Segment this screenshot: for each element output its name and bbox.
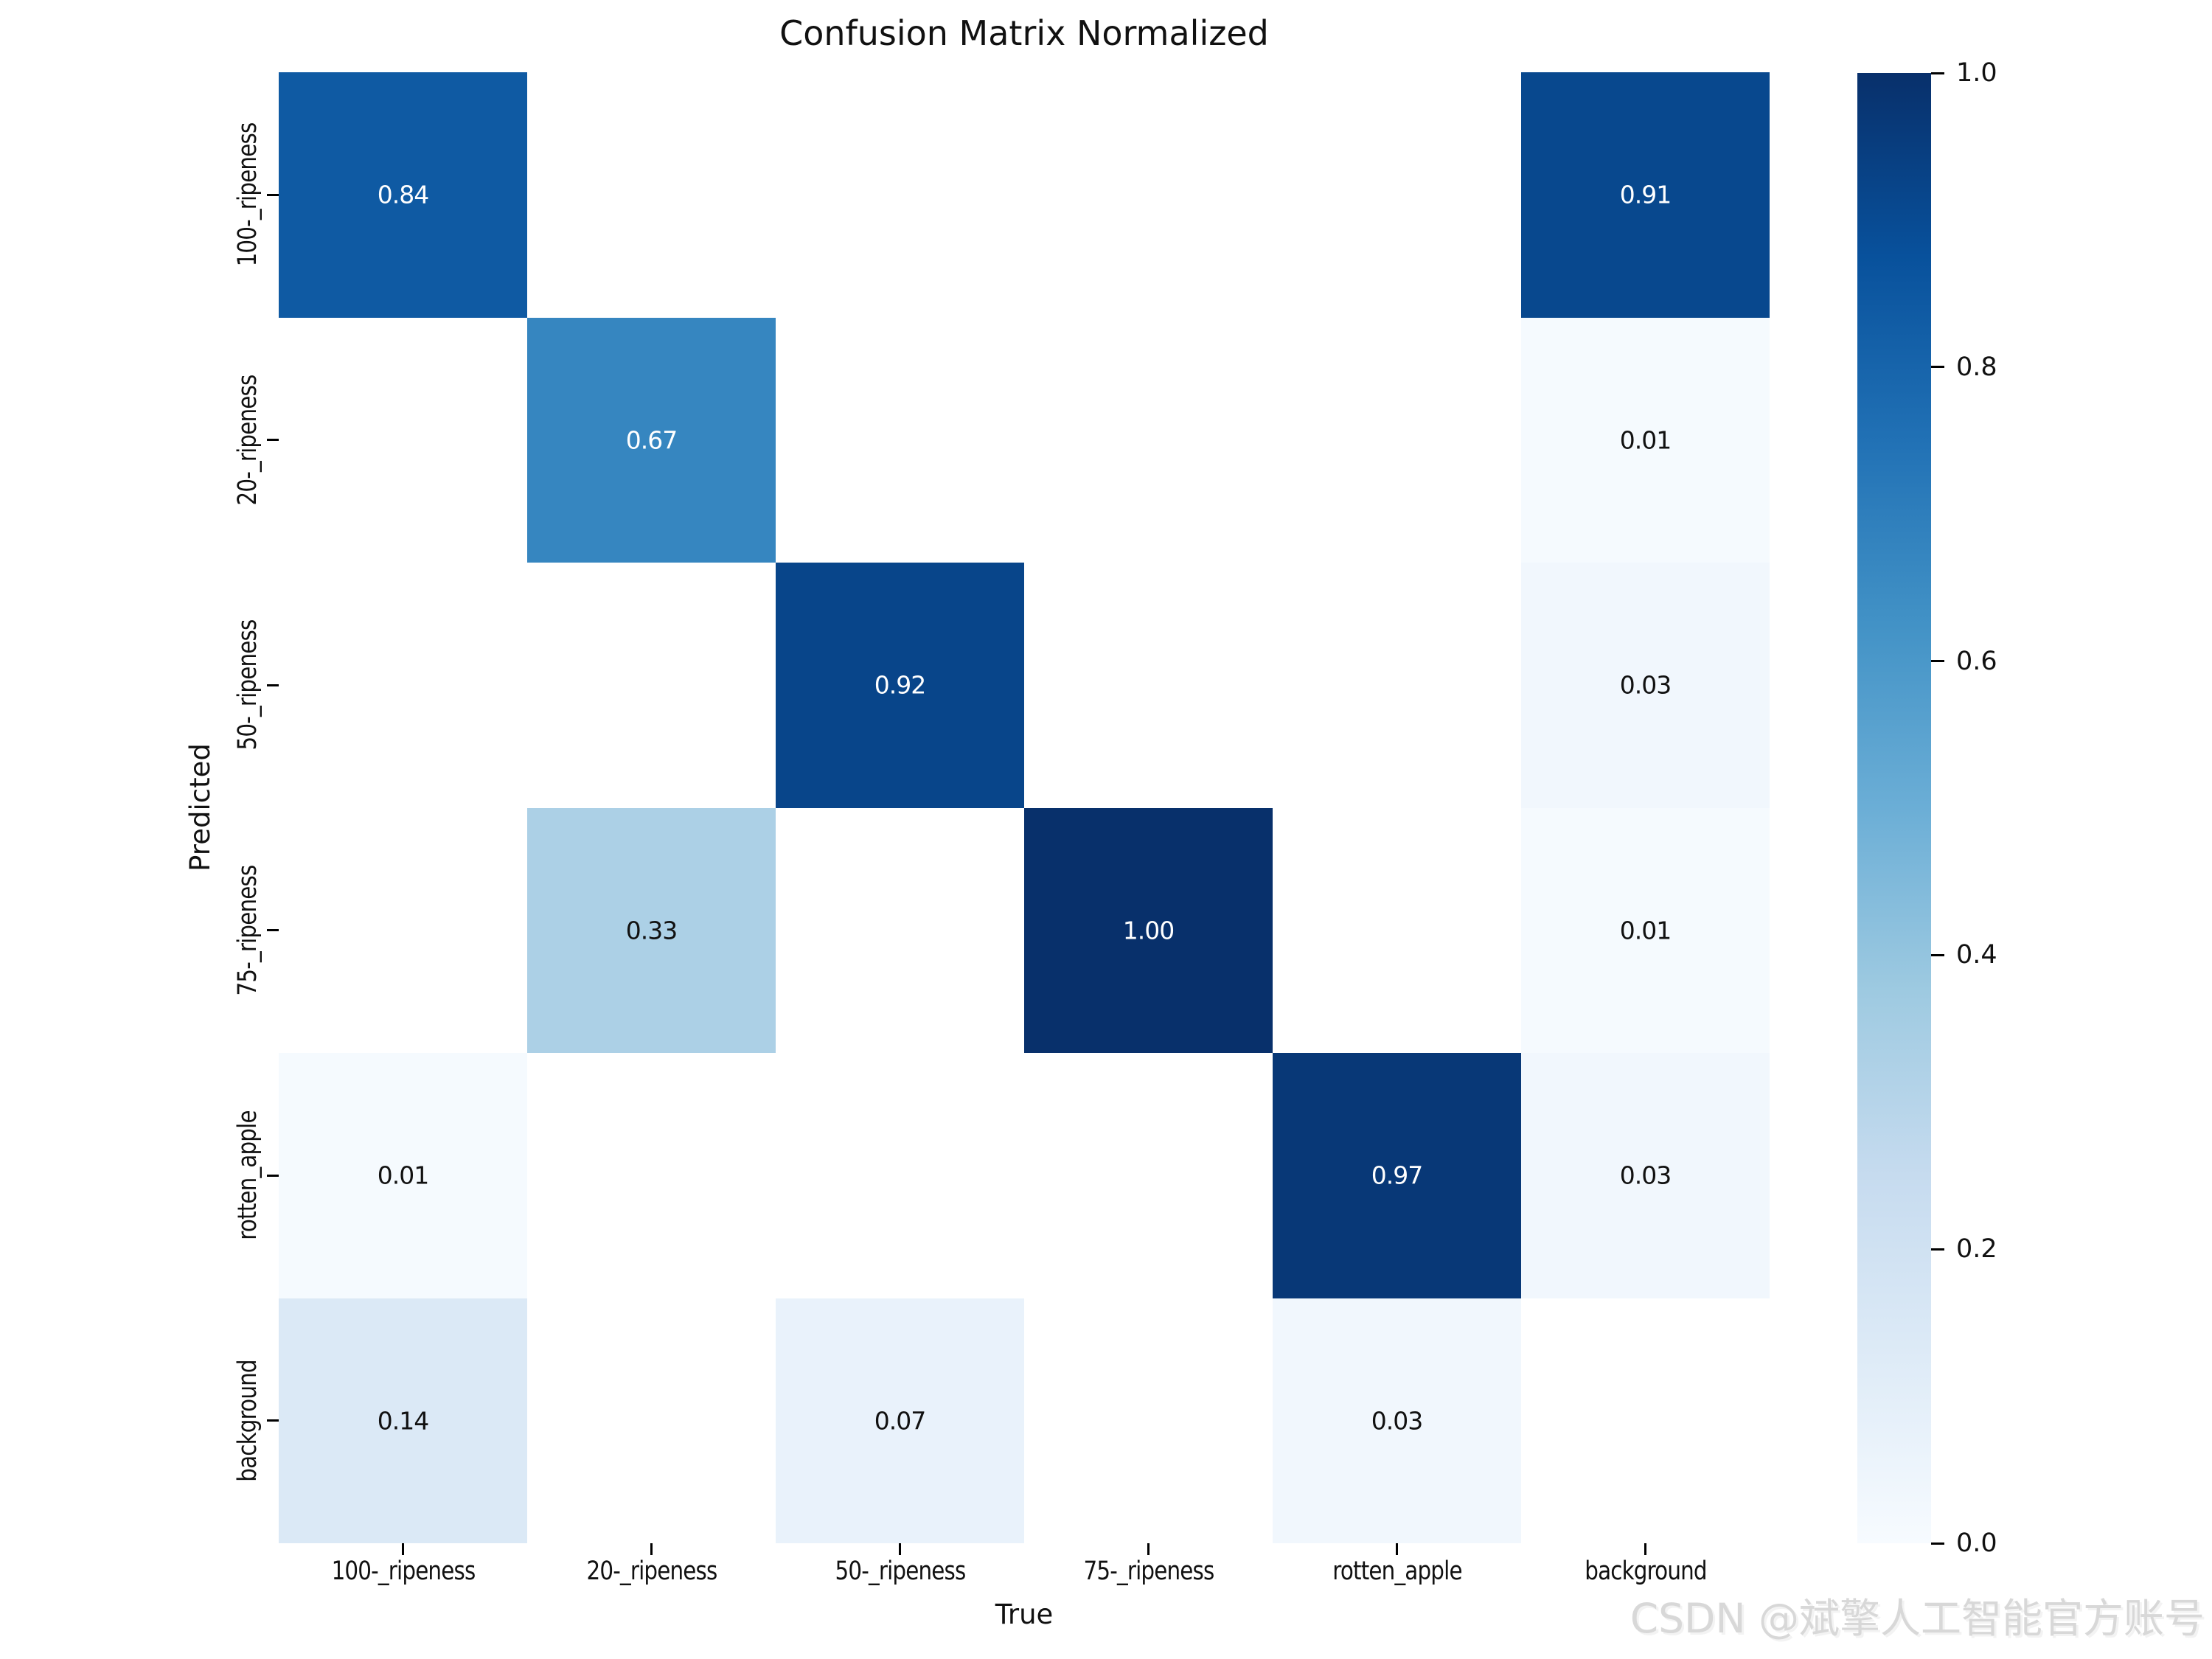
heatmap-cell [1521, 1053, 1770, 1298]
heatmap-cell [776, 1298, 1024, 1543]
y-tick-mark [267, 929, 279, 932]
y-tick-mark [267, 1419, 279, 1422]
cell-value: 0.03 [1371, 1406, 1423, 1436]
colorbar-tick-mark [1931, 72, 1944, 74]
colorbar-tick-mark [1931, 1542, 1944, 1545]
y-tick-label: 100-_ripeness [233, 122, 262, 267]
y-tick-label: 20-_ripeness [233, 375, 262, 506]
x-tick-mark [1396, 1543, 1398, 1555]
colorbar [1857, 73, 1931, 1543]
x-tick-mark [899, 1543, 901, 1555]
x-axis-label: True [995, 1599, 1054, 1630]
heatmap-cell [1521, 72, 1770, 318]
colorbar-tick-label: 0.2 [1956, 1234, 1997, 1265]
cell-value: 0.92 [874, 670, 926, 700]
cell-value: 0.01 [377, 1161, 429, 1190]
cell-value: 0.03 [1619, 670, 1672, 700]
watermark: CSDN @斌擎人工智能官方账号 [1630, 1595, 2205, 1642]
cell-value: 0.14 [377, 1406, 429, 1436]
colorbar-tick-label: 0.4 [1956, 940, 1997, 970]
colorbar-tick-mark [1931, 1248, 1944, 1251]
x-tick-mark [1644, 1543, 1646, 1555]
heatmap-cell [1521, 563, 1770, 808]
colorbar-tick-label: 1.0 [1956, 58, 1997, 88]
cell-value: 0.84 [377, 180, 429, 209]
colorbar-tick-label: 0.8 [1956, 352, 1997, 382]
colorbar-tick-mark [1931, 366, 1944, 369]
x-tick-label: 100-_ripeness [331, 1557, 476, 1586]
cell-value: 0.97 [1371, 1161, 1423, 1190]
heatmap-cell [279, 1053, 527, 1298]
y-tick-label: 50-_ripeness [233, 619, 262, 751]
heatmap-cell [1024, 807, 1273, 1053]
colorbar-tick-label: 0.6 [1956, 646, 1997, 676]
cell-value: 0.07 [874, 1406, 926, 1436]
heatmap-cell [279, 72, 527, 318]
x-tick-label: 75-_ripeness [1082, 1557, 1214, 1586]
y-tick-mark [267, 193, 279, 196]
x-tick-label: 50-_ripeness [834, 1557, 966, 1586]
cell-value: 0.01 [1619, 916, 1672, 945]
heatmap-cell [1521, 317, 1770, 563]
y-tick-label: rotten_apple [233, 1110, 262, 1240]
y-tick-mark [267, 439, 279, 442]
x-tick-label: rotten_apple [1332, 1557, 1462, 1586]
heatmap-cell [776, 563, 1024, 808]
heatmap-cell [527, 807, 776, 1053]
heatmap-plot: 0.84 0.91 0.67 0.01 0.92 0.03 0.33 1.00 0.01 0.01… [279, 72, 1770, 1543]
colorbar-tick-mark [1931, 953, 1944, 956]
y-tick-label: background [233, 1360, 262, 1482]
x-tick-mark [1147, 1543, 1150, 1555]
heatmap-cell [527, 317, 776, 563]
x-tick-mark [402, 1543, 404, 1555]
y-tick-mark [267, 1174, 279, 1177]
heatmap-cell [279, 1298, 527, 1543]
y-tick-label: 75-_ripeness [233, 865, 262, 996]
y-tick-mark [267, 684, 279, 686]
cell-value: 0.33 [625, 916, 678, 945]
colorbar-tick-label: 0.0 [1956, 1528, 1997, 1558]
x-tick-label: 20-_ripeness [585, 1557, 717, 1586]
cell-value: 0.67 [625, 425, 678, 455]
cell-value: 0.03 [1619, 1161, 1672, 1190]
colorbar-tick-mark [1931, 660, 1944, 663]
heatmap-cell [1521, 807, 1770, 1053]
x-tick-label: background [1584, 1557, 1707, 1586]
cell-value: 1.00 [1122, 916, 1175, 945]
y-axis-label: Predicted [184, 743, 216, 872]
heatmap-cell [1273, 1298, 1521, 1543]
cell-value: 0.91 [1619, 180, 1672, 209]
chart-title: Confusion Matrix Normalized [779, 13, 1269, 53]
cell-value: 0.01 [1619, 425, 1672, 455]
x-tick-mark [650, 1543, 653, 1555]
heatmap-cell [1273, 1053, 1521, 1298]
